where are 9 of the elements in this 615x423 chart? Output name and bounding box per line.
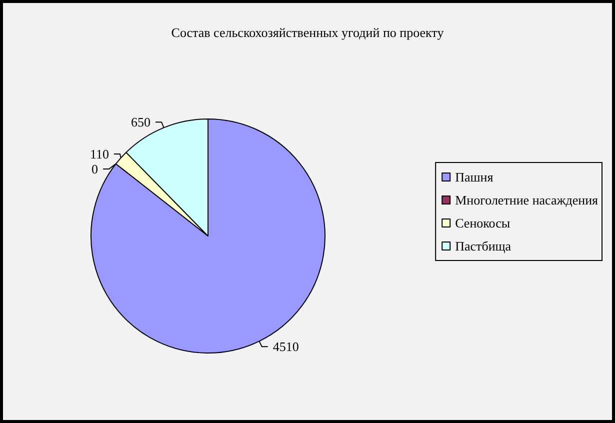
data-label: 110: [90, 146, 109, 162]
legend-label: Сенокосы: [455, 216, 510, 230]
text: 0: [92, 161, 98, 176]
legend-label: Многолетние насаждения: [455, 192, 598, 208]
chart-title: Состав сельскохозяйственных угодий по проекту: [171, 25, 444, 40]
legend-label: Пастбища: [455, 238, 512, 254]
data-label: 4510: [272, 339, 299, 354]
data-label: 650: [131, 114, 151, 130]
legend-label: Пашня: [455, 170, 494, 184]
